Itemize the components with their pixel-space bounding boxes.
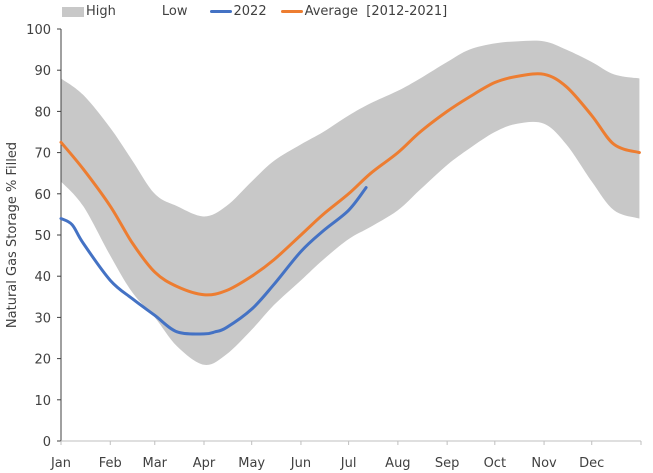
legend-high: High — [62, 4, 116, 19]
y-tick-label: 0 — [43, 435, 51, 450]
legend-average: Average [2012-2021] — [280, 4, 448, 19]
series-average-line — [59, 72, 641, 297]
x-tick-label-feb: Feb — [99, 456, 122, 471]
legend-low: Low — [137, 4, 188, 19]
x-tick-label-oct: Oct — [484, 456, 506, 471]
legend-average-label: Average [2012-2021] — [304, 4, 448, 19]
y-tick-label: 50 — [34, 229, 51, 244]
legend-low-swatch — [137, 6, 160, 17]
x-tick-label-aug: Aug — [385, 456, 410, 471]
y-axis-label: Natural Gas Storage % Filled — [5, 142, 20, 328]
legend-average-line — [280, 10, 303, 13]
legend-2022-line — [209, 10, 232, 13]
legend-2022: 2022 — [209, 4, 267, 19]
x-tick-label-nov: Nov — [531, 456, 557, 471]
y-tick-label: 70 — [34, 147, 51, 162]
x-tick-label-may: May — [238, 456, 265, 471]
legend: High Low 2022 Average [2012-2021] — [62, 4, 469, 19]
high-low-band — [61, 40, 640, 365]
y-tick-label: 60 — [34, 188, 51, 203]
x-tick-label-jul: Jul — [340, 456, 357, 471]
y-tick-label: 30 — [34, 311, 51, 326]
x-tick-label-apr: Apr — [193, 456, 216, 471]
legend-high-swatch — [62, 6, 84, 17]
legend-low-label: Low — [161, 4, 188, 19]
x-tick-label-sep: Sep — [435, 456, 460, 471]
y-tick-label: 40 — [34, 270, 51, 285]
legend-high-label: High — [86, 4, 116, 19]
x-tick-label-jan: Jan — [50, 456, 71, 471]
series-2022-line — [59, 186, 368, 336]
x-tick-label-dec: Dec — [579, 456, 604, 471]
legend-2022-label: 2022 — [233, 4, 267, 19]
y-tick-label: 100 — [26, 23, 51, 38]
y-tick-label: 80 — [34, 105, 51, 120]
y-tick-label: 10 — [34, 394, 51, 409]
y-tick-label: 20 — [34, 353, 51, 368]
x-tick-label-mar: Mar — [142, 456, 167, 471]
x-tick-label-jun: Jun — [290, 456, 311, 471]
y-tick-label: 90 — [34, 64, 51, 79]
